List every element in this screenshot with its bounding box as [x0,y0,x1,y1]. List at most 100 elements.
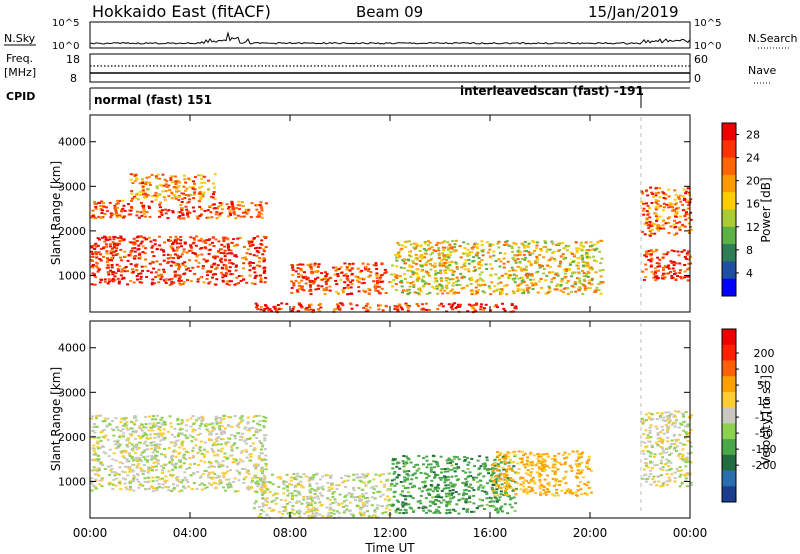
echo-cell [512,292,516,295]
echo-cell [529,480,533,483]
echo-cell [154,276,158,278]
echo-cell [585,460,589,463]
colorbar-segment [722,226,736,245]
echo-cell [141,188,145,191]
echo-cell [91,469,95,472]
echo-cell [448,459,452,462]
echo-cell [510,506,514,509]
echo-cell [221,276,225,279]
echo-cell [115,247,119,250]
echo-cell [252,237,256,240]
echo-cell [432,460,436,463]
echo-cell [129,254,133,257]
echo-cell [641,192,645,195]
echo-cell [553,494,557,497]
echo-cell [155,479,159,482]
echo-cell [364,484,368,487]
echo-cell [641,209,645,212]
echo-cell [159,278,163,281]
echo-cell [642,278,646,281]
echo-cell [499,451,503,454]
echo-cell [477,289,480,292]
echo-cell [179,464,183,467]
echo-cell [332,509,336,512]
echo-cell [97,436,101,439]
echo-cell [162,432,166,435]
echo-cell [423,242,427,245]
echo-cell [108,201,112,204]
echo-cell [116,442,120,445]
echo-cell [437,496,441,499]
echo-cell [229,280,233,283]
echo-cell [655,262,659,264]
echo-cell [482,308,486,311]
echo-cell [226,246,230,249]
echo-cell [496,242,500,245]
echo-cell [193,188,197,191]
echo-cell [192,180,196,183]
echo-cell [440,262,444,265]
echo-cell [308,284,312,287]
echo-cell [437,500,441,502]
echo-cell [178,211,182,214]
echo-cell [677,254,681,257]
echo-cell [497,258,501,261]
echo-cell [464,501,468,504]
echo-cell [113,443,117,446]
echo-cell [104,243,108,246]
echo-cell [100,212,104,214]
echo-cell [160,453,164,456]
echo-cell [327,512,331,515]
echo-cell [95,473,99,476]
echo-cell [153,194,157,197]
echo-cell [689,262,693,265]
echo-cell [144,458,147,461]
echo-cell [452,508,456,511]
echo-cell [149,447,153,450]
echo-cell [422,275,425,278]
echo-cell [264,246,268,249]
echo-cell [501,456,505,459]
echo-cell [541,470,545,473]
echo-cell [132,241,136,244]
echo-cell [412,285,416,288]
echo-cell [207,482,211,485]
echo-cell [109,469,113,472]
echo-cell [373,497,377,500]
echo-cell [366,270,370,272]
echo-cell [314,277,318,280]
echo-cell [420,257,424,260]
freq-tick-top: 18 [66,53,80,66]
echo-cell [577,453,581,456]
echo-cell [203,239,207,242]
echo-cell [349,286,353,289]
echo-cell [263,458,267,461]
echo-cell [406,457,410,460]
echo-cell [99,462,103,465]
echo-cell [445,503,449,506]
echo-cell [426,240,430,243]
echo-cell [666,251,670,254]
echo-cell [155,260,159,263]
echo-cell [448,261,451,264]
echo-cell [336,275,340,278]
echo-cell [200,253,204,256]
echo-cell [427,509,431,512]
echo-cell [446,265,450,268]
echo-cell [253,271,257,274]
echo-cell [668,202,672,205]
echo-cell [661,439,665,441]
echo-cell [102,202,105,205]
echo-cell [336,307,340,310]
echo-cell [177,257,180,260]
echo-cell [436,308,440,311]
echo-cell [122,418,126,421]
echo-cell [267,309,271,312]
echo-cell [687,415,691,418]
echo-cell [203,181,207,184]
echo-cell [654,206,658,208]
echo-cell [251,477,254,480]
echo-cell [130,448,134,451]
echo-cell [401,244,404,247]
